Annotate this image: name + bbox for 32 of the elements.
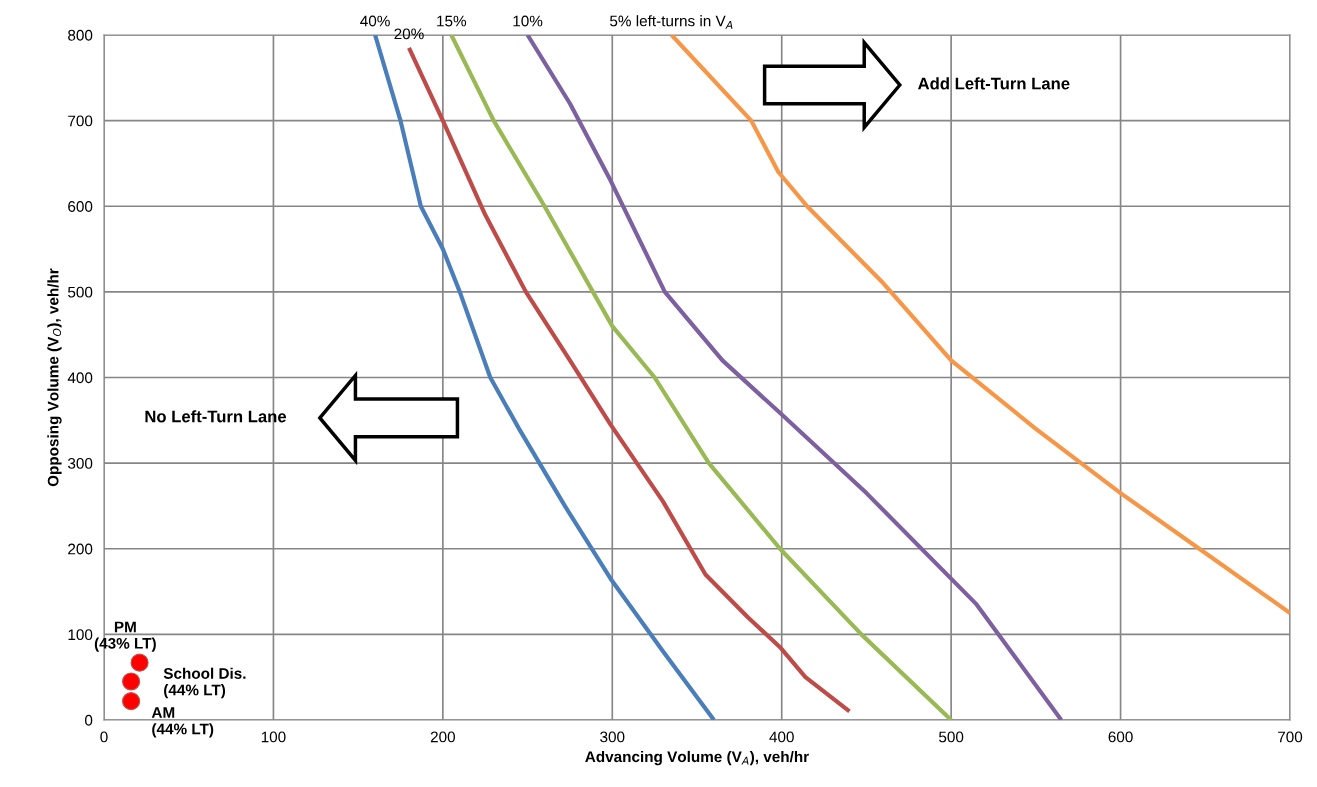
annotation: School Dis. (44% LT) — [163, 667, 246, 699]
line-series — [669, 35, 1290, 616]
y-axis-title: Opposing Volume (V$_{O}$), veh/hr — [47, 268, 62, 487]
annotation: PM (43% LT) — [94, 621, 156, 652]
annotation: Add Left-Turn Lane — [918, 77, 1070, 90]
line-series — [449, 35, 954, 720]
series-label: 10% — [513, 15, 543, 27]
x-tick-label: 700 — [1278, 731, 1303, 743]
y-tick-label: 700 — [68, 115, 93, 127]
x-tick-label: 200 — [430, 731, 456, 743]
y-tick-label: 200 — [68, 543, 93, 555]
y-tick-label: 300 — [67, 457, 93, 469]
x-tick-label: 0 — [100, 731, 108, 743]
series-label: 5% left-turns in V$_{A}$ — [610, 15, 733, 29]
annotation: AM (44% LT) — [151, 707, 214, 738]
x-tick-label: 300 — [600, 731, 625, 743]
x-tick-label: 100 — [261, 731, 286, 743]
x-tick-label: 600 — [1108, 731, 1133, 743]
y-tick-label: 0 — [84, 714, 93, 726]
series-label: 20% — [394, 28, 424, 40]
line-series — [406, 45, 852, 714]
y-tick-label: 600 — [68, 201, 93, 212]
x-axis-title: Advancing Volume (V$_{A}$), veh/hr — [585, 750, 809, 766]
y-tick-label: 800 — [68, 29, 93, 41]
series-label: 40% — [360, 15, 390, 27]
y-tick-label: 100 — [68, 629, 93, 641]
y-tick-label: 400 — [67, 372, 93, 384]
x-tick-label: 500 — [939, 731, 964, 743]
y-tick-label: 500 — [68, 286, 93, 298]
x-tick-label: 400 — [769, 731, 794, 743]
annotation: No Left-Turn Lane — [145, 410, 287, 423]
series-label: 15% — [437, 15, 467, 27]
